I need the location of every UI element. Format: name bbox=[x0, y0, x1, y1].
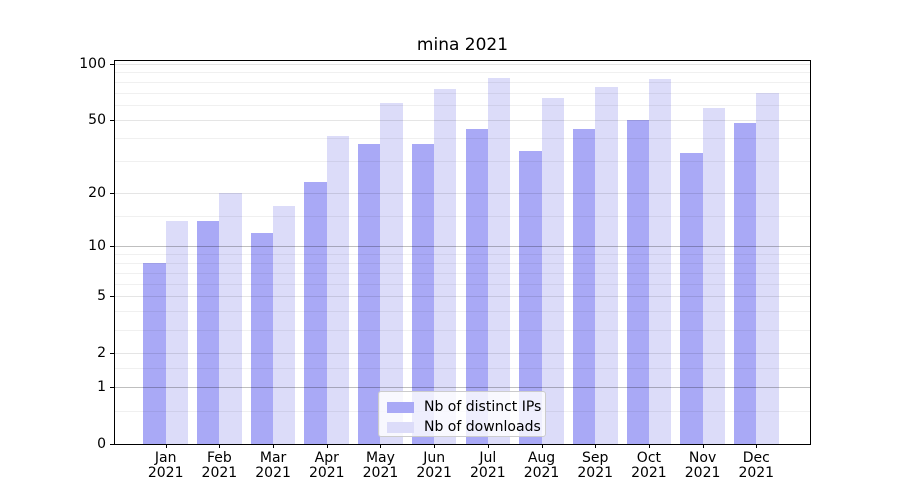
bar-distinct-ips-jun bbox=[411, 144, 435, 444]
x-tick-oct bbox=[648, 444, 650, 448]
bar-distinct-ips-dec bbox=[733, 123, 757, 444]
legend-item-distinct-ips: Nb of distinct IPs bbox=[387, 399, 545, 415]
bar-downloads-jan bbox=[165, 220, 188, 444]
x-tick-aug bbox=[541, 444, 543, 448]
x-tick-label-nov: Nov 2021 bbox=[684, 450, 721, 481]
y-tick-label-5: 5 bbox=[97, 288, 106, 305]
x-tick-sep bbox=[595, 444, 597, 448]
gridline-50 bbox=[115, 120, 810, 122]
minor-gridline-6 bbox=[115, 283, 810, 285]
x-tick-label-may: May 2021 bbox=[362, 450, 399, 481]
bar-distinct-ips-jul bbox=[465, 128, 488, 444]
y-tick-label-2: 2 bbox=[97, 345, 106, 362]
y-tick-label-20: 20 bbox=[88, 185, 106, 202]
minor-gridline-9 bbox=[115, 254, 810, 256]
x-tick-may bbox=[380, 444, 382, 448]
x-tick-label-feb: Feb 2021 bbox=[201, 450, 238, 481]
bar-distinct-ips-aug bbox=[519, 151, 542, 444]
bar-distinct-ips-mar bbox=[250, 232, 274, 444]
y-tick-5 bbox=[110, 296, 114, 297]
minor-gridline-7 bbox=[115, 272, 810, 274]
chart-title: mina 2021 bbox=[416, 35, 509, 55]
decade-gridline-1 bbox=[115, 386, 810, 388]
minor-gridline-3 bbox=[115, 329, 810, 331]
minor-gridline-80 bbox=[115, 81, 810, 83]
bar-distinct-ips-nov bbox=[680, 153, 703, 444]
y-tick-20 bbox=[110, 193, 114, 194]
x-tick-mar bbox=[273, 444, 275, 448]
bar-downloads-dec bbox=[756, 92, 779, 444]
y-tick-2 bbox=[110, 353, 114, 354]
x-tick-jun bbox=[434, 444, 436, 448]
y-tick-0 bbox=[110, 444, 114, 445]
x-tick-label-jun: Jun 2021 bbox=[416, 450, 452, 481]
minor-gridline-60 bbox=[115, 105, 810, 107]
x-tick-nov bbox=[702, 444, 704, 448]
bar-distinct-ips-apr bbox=[304, 182, 327, 444]
legend-label-distinct-ips: Nb of distinct IPs bbox=[424, 399, 542, 415]
decade-gridline-10 bbox=[115, 246, 810, 248]
legend-label-downloads: Nb of downloads bbox=[424, 419, 541, 435]
gridline-100 bbox=[115, 63, 810, 65]
x-tick-apr bbox=[326, 444, 328, 448]
y-tick-10 bbox=[110, 246, 114, 247]
legend-swatch-distinct-ips bbox=[387, 401, 414, 413]
minor-gridline-15 bbox=[115, 215, 810, 217]
legend-swatch-downloads bbox=[387, 421, 414, 433]
x-tick-dec bbox=[756, 444, 758, 448]
minor-gridline-70 bbox=[115, 92, 810, 94]
x-tick-label-mar: Mar 2021 bbox=[255, 450, 291, 481]
minor-gridline-4 bbox=[115, 311, 810, 313]
y-tick-label-50: 50 bbox=[88, 112, 106, 129]
bar-downloads-jul bbox=[487, 77, 511, 444]
bar-distinct-ips-sep bbox=[572, 128, 596, 444]
bar-distinct-ips-feb bbox=[197, 220, 220, 444]
y-tick-1 bbox=[110, 387, 114, 388]
x-tick-label-aug: Aug 2021 bbox=[523, 450, 560, 481]
plot-area bbox=[114, 60, 811, 445]
x-tick-label-jan: Jan 2021 bbox=[147, 450, 184, 481]
bar-distinct-ips-oct bbox=[626, 120, 649, 444]
bar-downloads-oct bbox=[648, 78, 672, 444]
x-tick-feb bbox=[219, 444, 221, 448]
gridline-20 bbox=[115, 193, 810, 195]
y-tick-100 bbox=[110, 64, 114, 65]
y-tick-50 bbox=[110, 120, 114, 121]
bar-downloads-sep bbox=[595, 87, 618, 444]
x-tick-label-jul: Jul 2021 bbox=[470, 450, 506, 481]
x-tick-label-oct: Oct 2021 bbox=[631, 450, 667, 481]
minor-gridline-30 bbox=[115, 161, 810, 163]
x-tick-jan bbox=[165, 444, 167, 448]
bar-downloads-mar bbox=[273, 205, 296, 444]
y-tick-label-1: 1 bbox=[97, 378, 106, 395]
gridline-2 bbox=[115, 353, 810, 355]
minor-gridline-90 bbox=[115, 72, 810, 74]
bar-downloads-jun bbox=[434, 89, 457, 444]
x-tick-label-apr: Apr 2021 bbox=[308, 450, 345, 481]
bar-downloads-feb bbox=[219, 193, 242, 444]
legend-item-downloads: Nb of downloads bbox=[387, 419, 545, 435]
bar-downloads-nov bbox=[702, 108, 725, 444]
y-tick-label-10: 10 bbox=[88, 238, 106, 255]
bar-downloads-aug bbox=[541, 97, 564, 444]
x-tick-label-sep: Sep 2021 bbox=[577, 450, 614, 481]
x-tick-label-dec: Dec 2021 bbox=[738, 450, 775, 481]
bar-downloads-apr bbox=[326, 136, 350, 444]
bar-downloads-may bbox=[380, 102, 403, 444]
bar-distinct-ips-jan bbox=[143, 262, 166, 444]
y-tick-label-0: 0 bbox=[97, 436, 106, 452]
minor-gridline-8 bbox=[115, 262, 810, 264]
bar-distinct-ips-may bbox=[358, 144, 381, 444]
minor-gridline-1.5 bbox=[115, 368, 810, 370]
minor-gridline-40 bbox=[115, 138, 810, 139]
y-tick-label-100: 100 bbox=[79, 55, 106, 72]
gridline-5 bbox=[115, 296, 810, 298]
x-tick-jul bbox=[487, 444, 489, 448]
legend: Nb of distinct IPs Nb of downloads bbox=[378, 391, 546, 437]
